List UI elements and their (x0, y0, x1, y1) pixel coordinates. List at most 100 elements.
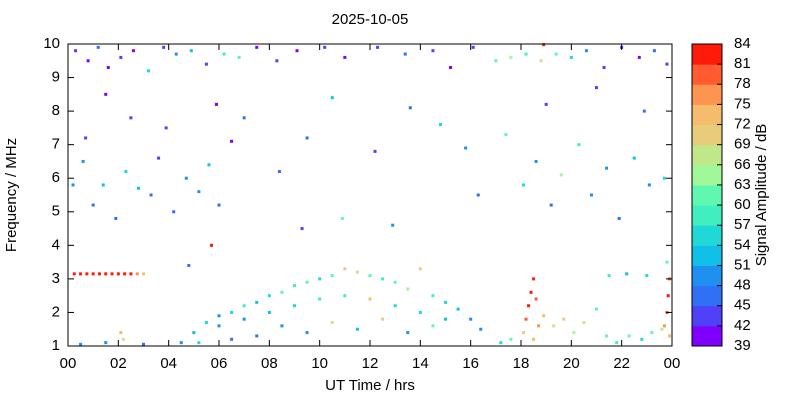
data-point (280, 324, 284, 328)
data-point (406, 331, 410, 335)
data-point (476, 193, 480, 197)
colorbar-segment (692, 325, 722, 347)
data-point (666, 294, 670, 298)
data-point (192, 331, 196, 335)
data-point (667, 334, 671, 338)
data-point (214, 102, 218, 106)
x-tick-label: 20 (563, 355, 580, 372)
data-point (293, 304, 296, 308)
data-point (368, 297, 372, 301)
y-tick-label: 8 (52, 102, 60, 119)
data-point (509, 337, 513, 341)
data-point (129, 272, 133, 276)
colorbar-segment (692, 265, 722, 287)
colorbar-segment (692, 225, 722, 246)
data-point (544, 102, 548, 106)
x-tick-label: 10 (311, 355, 328, 372)
data-point (136, 186, 140, 190)
data-point (469, 317, 473, 321)
data-point (157, 156, 161, 160)
data-point (330, 96, 334, 100)
data-point (79, 272, 83, 276)
data-point (230, 139, 234, 143)
x-tick-label: 04 (160, 355, 177, 372)
data-point (101, 183, 105, 187)
data-point (340, 216, 344, 220)
data-point (110, 272, 114, 276)
data-point (318, 297, 322, 301)
data-point (91, 272, 95, 276)
data-point (355, 270, 359, 274)
colorbar-segment (692, 245, 722, 266)
data-point (617, 216, 621, 220)
data-point (172, 210, 176, 214)
data-point (280, 290, 284, 294)
data-point (652, 49, 656, 53)
data-point (217, 324, 221, 328)
data-point (242, 304, 246, 308)
data-point (164, 126, 168, 130)
data-point (534, 159, 538, 163)
data-point (532, 277, 536, 281)
data-point (184, 176, 188, 180)
data-point (209, 243, 213, 247)
data-point (114, 216, 118, 220)
data-point (242, 116, 246, 120)
colorbar-segment (692, 144, 722, 166)
data-point (104, 272, 108, 276)
data-point (522, 331, 526, 335)
data-point (204, 62, 208, 66)
data-point (135, 272, 139, 276)
data-point (97, 272, 101, 276)
data-point (123, 272, 127, 276)
data-point (174, 52, 178, 56)
data-point (471, 45, 475, 49)
colorbar-tick-label: 66 (734, 156, 751, 173)
y-tick-label: 2 (52, 303, 60, 320)
data-point (204, 321, 208, 325)
data-point (408, 106, 412, 110)
data-point (418, 310, 422, 314)
data-point (267, 310, 271, 314)
data-point (509, 55, 513, 59)
data-point (537, 324, 541, 328)
data-point (96, 45, 100, 49)
data-point (637, 55, 641, 59)
colorbar-tick-label: 69 (734, 136, 751, 153)
colorbar-frame (691, 43, 723, 347)
y-tick-label: 5 (52, 203, 60, 220)
data-point (444, 300, 447, 304)
data-point (381, 277, 385, 281)
data-point (524, 317, 528, 321)
x-tick-label: 00 (60, 355, 77, 372)
data-point (330, 321, 334, 325)
data-point (267, 294, 271, 298)
data-point (131, 49, 135, 53)
x-tick-label: 00 (664, 355, 681, 372)
data-point (376, 45, 380, 49)
data-point (129, 116, 133, 120)
data-point (542, 314, 546, 318)
y-tick-label: 7 (52, 136, 60, 153)
data-point (305, 280, 309, 284)
data-point (632, 156, 636, 160)
data-point (559, 173, 563, 177)
data-point (391, 223, 395, 227)
data-point (605, 334, 609, 338)
data-point (85, 272, 89, 276)
data-point (81, 159, 85, 163)
x-tick-label: 14 (412, 355, 429, 372)
data-point (589, 193, 593, 197)
colorbar-tick-label: 45 (734, 297, 751, 314)
data-point (121, 337, 125, 341)
colorbar-tick-label: 48 (734, 277, 751, 294)
data-point (222, 52, 226, 56)
data-point (255, 334, 259, 338)
data-point (318, 277, 322, 281)
data-point (72, 272, 76, 276)
data-point (539, 59, 543, 63)
data-point (197, 341, 201, 345)
data-point (373, 149, 377, 153)
data-point (403, 52, 407, 56)
colorbar-tick-label: 84 (734, 35, 751, 52)
